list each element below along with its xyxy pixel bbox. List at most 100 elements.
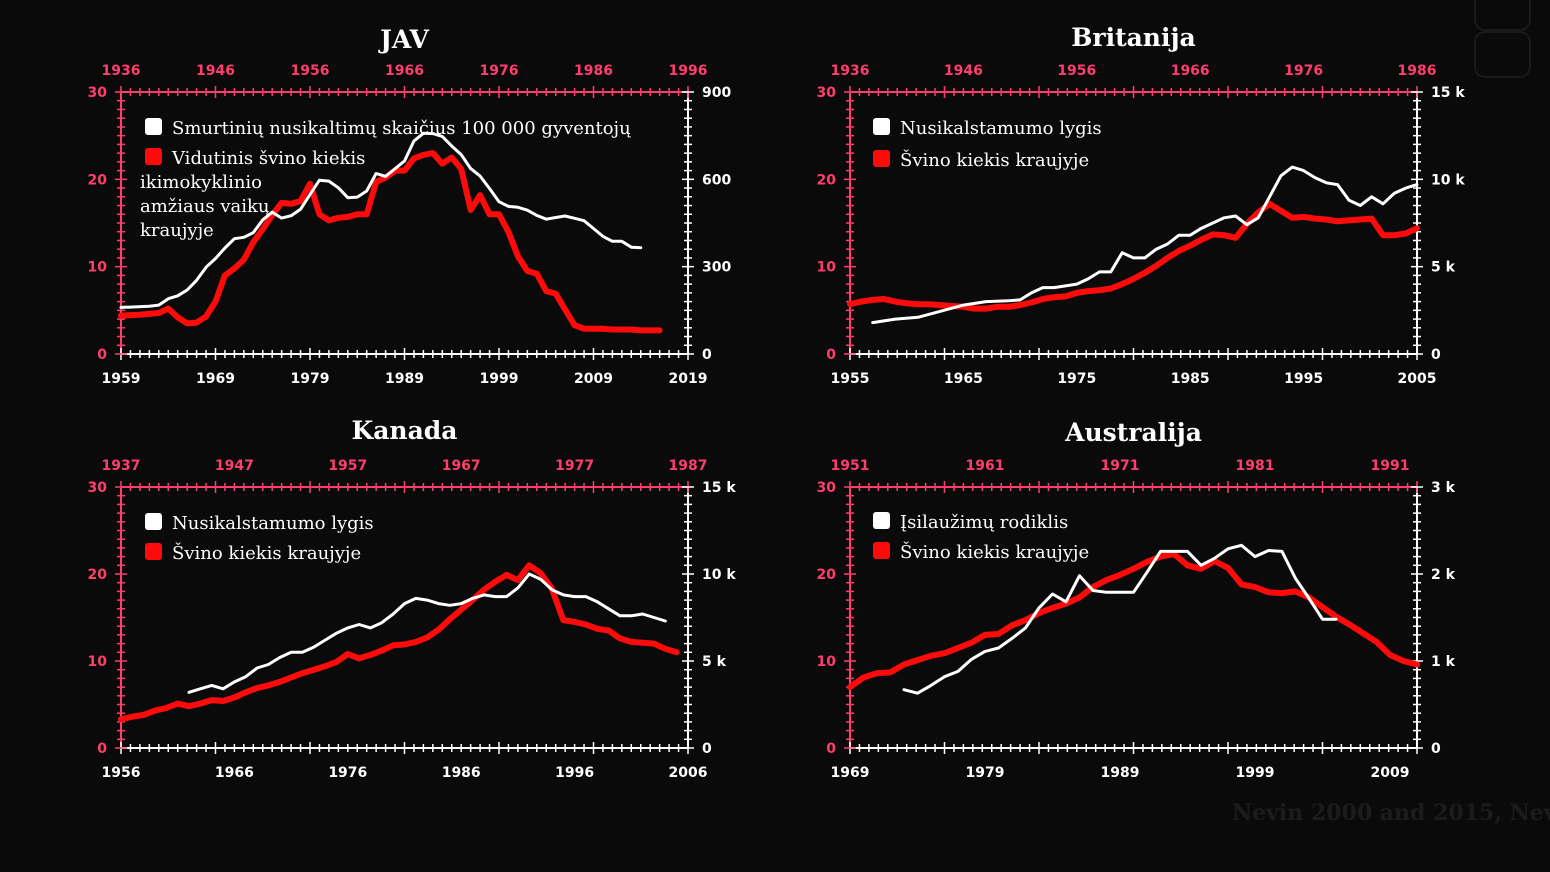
legend-swatch-lead <box>873 542 890 559</box>
bottom-tick-label: 1979 <box>291 371 330 387</box>
bottom-tick-label: 1985 <box>1171 371 1210 387</box>
legend-label: Įsilaužimų rodiklis <box>900 512 1068 533</box>
legend-label: Vidutinis švino kiekis <box>171 148 365 169</box>
legend-label: Švino kiekis kraujyje <box>900 148 1089 171</box>
bottom-tick-label: 2006 <box>669 765 708 781</box>
legend-label: ikimokyklinio <box>140 172 262 193</box>
right-tick-label: 0 <box>1431 347 1441 363</box>
crime-series-line <box>187 572 667 694</box>
left-tick-label: 20 <box>88 567 108 583</box>
legend-label: Švino kiekis kraujyje <box>172 541 361 564</box>
chart-australia: Australija 1951 1961 1971 1981 1991 1969 1979 19… <box>817 418 1456 781</box>
legend-swatch-crime <box>873 512 890 529</box>
top-tick-label: 1956 <box>291 63 330 79</box>
left-tick-label: 30 <box>817 85 837 101</box>
lead-series-line <box>118 150 663 334</box>
legend-label: Nusikalstamumo lygis <box>900 118 1102 139</box>
right-tick-label: 15 k <box>1431 85 1465 101</box>
right-tick-label: 10 k <box>1431 172 1465 188</box>
left-tick-label: 20 <box>817 567 837 583</box>
right-tick-label: 15 k <box>702 480 736 496</box>
top-tick-label: 1976 <box>1284 63 1323 79</box>
right-tick-label: 0 <box>1431 741 1441 757</box>
legend-label: amžiaus vaikų <box>140 196 270 217</box>
top-tick-label: 1971 <box>1101 458 1140 474</box>
left-tick-label: 20 <box>817 172 837 188</box>
left-tick-label: 10 <box>817 260 837 276</box>
top-tick-label: 1947 <box>215 458 254 474</box>
bottom-tick-label: 2009 <box>574 371 613 387</box>
top-tick-label: 1976 <box>480 63 519 79</box>
top-tick-label: 1946 <box>944 63 983 79</box>
top-tick-label: 1977 <box>555 458 594 474</box>
left-tick-label: 30 <box>88 85 108 101</box>
crime-series-line <box>871 165 1419 325</box>
bottom-tick-label: 1955 <box>831 371 870 387</box>
left-tick-label: 30 <box>88 480 108 496</box>
right-tick-label: 10 k <box>702 567 736 583</box>
lead-series-line <box>847 551 1420 691</box>
right-tick-label: 5 k <box>1431 260 1456 276</box>
legend-swatch-lead <box>873 150 890 167</box>
legend-label: Smurtinių nusikaltimų skaičius 100 000 g… <box>172 118 631 139</box>
chart-title: Australija <box>1064 418 1202 447</box>
top-tick-label: 1986 <box>1398 63 1437 79</box>
right-tick-label: 3 k <box>1431 480 1456 496</box>
left-tick-label: 20 <box>88 172 108 188</box>
left-tick-label: 30 <box>817 480 837 496</box>
bottom-tick-label: 1999 <box>480 371 519 387</box>
top-tick-label: 1987 <box>669 458 708 474</box>
top-tick-label: 1986 <box>574 63 613 79</box>
legend-swatch-crime <box>145 513 162 530</box>
bottom-tick-label: 1979 <box>966 765 1005 781</box>
bottom-tick-label: 2005 <box>1398 371 1437 387</box>
chart-title: JAV <box>378 25 429 54</box>
top-tick-label: 1936 <box>102 63 141 79</box>
lead-series-line <box>847 200 1420 312</box>
left-tick-label: 0 <box>97 347 107 363</box>
right-tick-label: 5 k <box>702 654 727 670</box>
bottom-tick-label: 1959 <box>102 371 141 387</box>
left-tick-label: 10 <box>88 260 108 276</box>
right-tick-label: 0 <box>702 741 712 757</box>
top-tick-label: 1957 <box>328 458 367 474</box>
legend-swatch-crime <box>873 118 890 135</box>
bottom-tick-label: 1999 <box>1236 765 1275 781</box>
top-tick-label: 1981 <box>1236 458 1275 474</box>
bottom-tick-label: 1965 <box>944 371 983 387</box>
chart-us: JAV 1936 1946 1956 1966 1976 1986 1996 1959 1969 1… <box>88 25 732 387</box>
legend-swatch-crime <box>145 118 162 135</box>
bottom-tick-label: 1969 <box>831 765 870 781</box>
top-tick-label: 1966 <box>385 63 424 79</box>
top-right-device-corner <box>1474 0 1531 78</box>
top-tick-label: 1966 <box>1171 63 1210 79</box>
top-tick-label: 1946 <box>196 63 235 79</box>
right-tick-label: 900 <box>702 85 731 101</box>
bottom-tick-label: 2009 <box>1371 765 1410 781</box>
bottom-tick-label: 1976 <box>328 765 367 781</box>
top-tick-label: 1956 <box>1057 63 1096 79</box>
left-tick-label: 0 <box>826 347 836 363</box>
top-tick-label: 1937 <box>102 458 141 474</box>
top-tick-label: 1991 <box>1371 458 1410 474</box>
right-tick-label: 0 <box>702 347 712 363</box>
top-tick-label: 1936 <box>831 63 870 79</box>
crime-series-line <box>119 131 643 309</box>
crime-series-line <box>902 543 1338 695</box>
left-tick-label: 10 <box>88 654 108 670</box>
legend-swatch-lead <box>145 148 162 165</box>
left-tick-label: 10 <box>817 654 837 670</box>
left-tick-label: 0 <box>826 741 836 757</box>
chart-canada: Kanada 1937 1947 1957 1967 1977 1987 1956 1966 19… <box>88 416 737 781</box>
bottom-tick-label: 1989 <box>385 371 424 387</box>
top-tick-label: 1961 <box>966 458 1005 474</box>
legend-label: kraujyje <box>140 220 214 241</box>
bottom-tick-label: 1956 <box>102 765 141 781</box>
bottom-tick-label: 1975 <box>1057 371 1096 387</box>
legend-swatch-lead <box>145 543 162 560</box>
legend-label: Švino kiekis kraujyje <box>900 540 1089 563</box>
bottom-tick-label: 2019 <box>669 371 708 387</box>
bottom-tick-label: 1989 <box>1101 765 1140 781</box>
bottom-tick-label: 1986 <box>442 765 481 781</box>
bottom-tick-label: 1966 <box>215 765 254 781</box>
